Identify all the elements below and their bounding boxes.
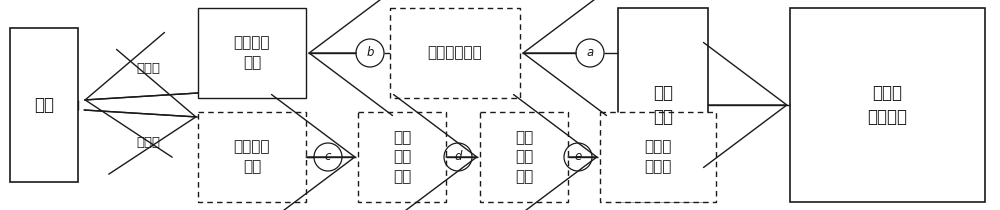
Bar	[600, 112, 716, 202]
Text: e: e	[574, 151, 582, 164]
Bar	[790, 8, 985, 202]
Text: c: c	[325, 151, 331, 164]
Text: 目标: 目标	[34, 96, 54, 114]
Bar	[390, 8, 520, 98]
Bar	[198, 8, 306, 98]
Text: 激光发送
模块: 激光发送 模块	[234, 36, 270, 70]
Bar	[198, 112, 306, 202]
Text: 主控
模块: 主控 模块	[653, 84, 673, 126]
Text: d: d	[454, 151, 462, 164]
Text: 电压
比较
模块: 电压 比较 模块	[515, 130, 533, 184]
Text: 发射光: 发射光	[136, 62, 160, 75]
Text: 时间测
量模块: 时间测 量模块	[644, 140, 672, 174]
Text: 激光驱动模块: 激光驱动模块	[428, 46, 482, 60]
Bar	[618, 8, 708, 202]
Text: 反射光: 反射光	[136, 135, 160, 148]
Bar	[10, 28, 78, 182]
Text: 高通
滤波
模块: 高通 滤波 模块	[393, 130, 411, 184]
Text: b: b	[366, 46, 374, 59]
Text: 激光接收
模块: 激光接收 模块	[234, 140, 270, 174]
Text: a: a	[586, 46, 594, 59]
Bar	[480, 112, 568, 202]
Bar	[358, 112, 446, 202]
Text: 显示或
传输模块: 显示或 传输模块	[868, 84, 908, 126]
